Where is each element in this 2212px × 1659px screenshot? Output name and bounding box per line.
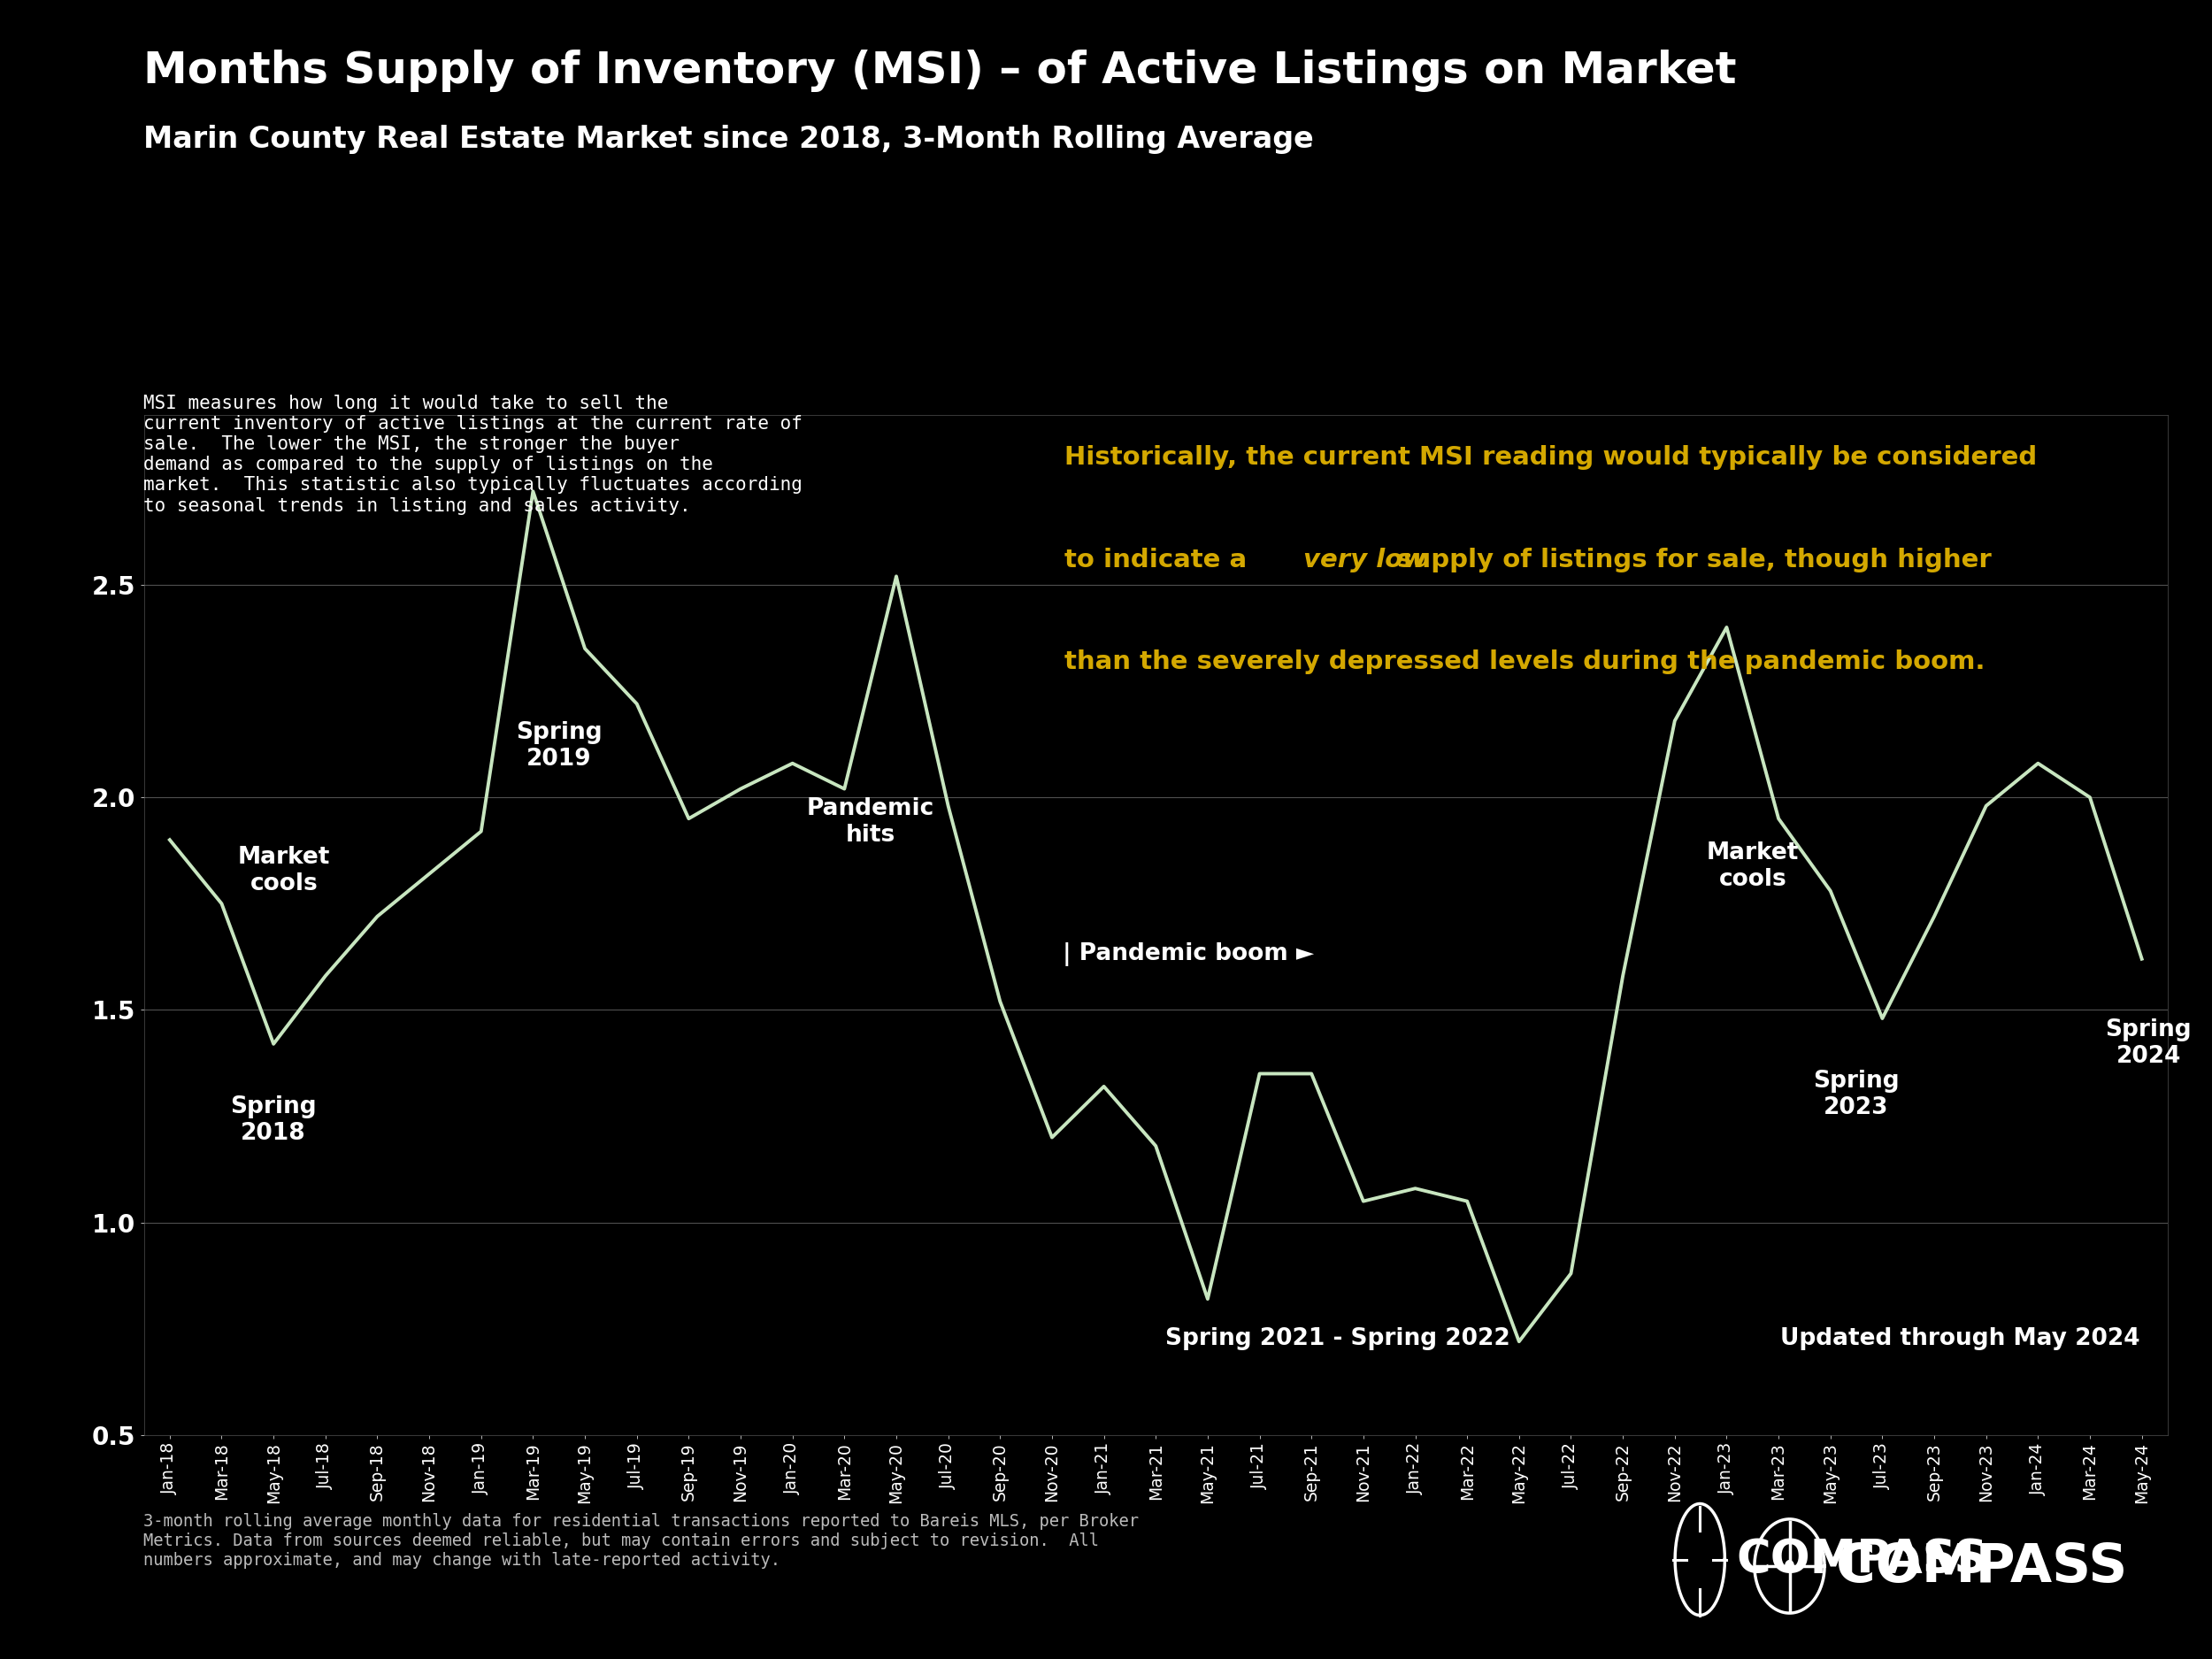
- Text: Pandemic
hits: Pandemic hits: [807, 798, 933, 846]
- Text: Updated through May 2024: Updated through May 2024: [1781, 1327, 2139, 1350]
- Text: 3-month rolling average monthly data for residential transactions reported to Ba: 3-month rolling average monthly data for…: [144, 1513, 1139, 1569]
- Text: | Pandemic boom ►: | Pandemic boom ►: [1062, 942, 1314, 967]
- Text: Spring
2018: Spring 2018: [230, 1095, 316, 1145]
- Text: Spring
2024: Spring 2024: [2106, 1019, 2192, 1068]
- Text: to indicate a: to indicate a: [1064, 547, 1256, 572]
- Text: than the severely depressed levels during the pandemic boom.: than the severely depressed levels durin…: [1064, 649, 1986, 674]
- Text: supply of listings for sale, though higher: supply of listings for sale, though high…: [1389, 547, 1991, 572]
- Text: Spring
2019: Spring 2019: [515, 720, 602, 770]
- Text: Historically, the current MSI reading would typically be considered: Historically, the current MSI reading wo…: [1064, 445, 2037, 469]
- Text: Spring
2023: Spring 2023: [1814, 1070, 1900, 1118]
- Text: very low: very low: [1303, 547, 1427, 572]
- Text: COMPASS: COMPASS: [1836, 1541, 2128, 1594]
- Text: MSI measures how long it would take to sell the
current inventory of active list: MSI measures how long it would take to s…: [144, 395, 803, 514]
- Text: Marin County Real Estate Market since 2018, 3-Month Rolling Average: Marin County Real Estate Market since 20…: [144, 124, 1314, 154]
- Text: Market
cools: Market cools: [237, 846, 330, 896]
- Text: Market
cools: Market cools: [1705, 841, 1798, 891]
- Text: Months Supply of Inventory (MSI) – of Active Listings on Market: Months Supply of Inventory (MSI) – of Ac…: [144, 50, 1736, 93]
- Text: COMPASS: COMPASS: [1736, 1536, 1989, 1583]
- Text: Spring 2021 - Spring 2022: Spring 2021 - Spring 2022: [1166, 1327, 1511, 1350]
- Polygon shape: [1785, 1561, 1794, 1571]
